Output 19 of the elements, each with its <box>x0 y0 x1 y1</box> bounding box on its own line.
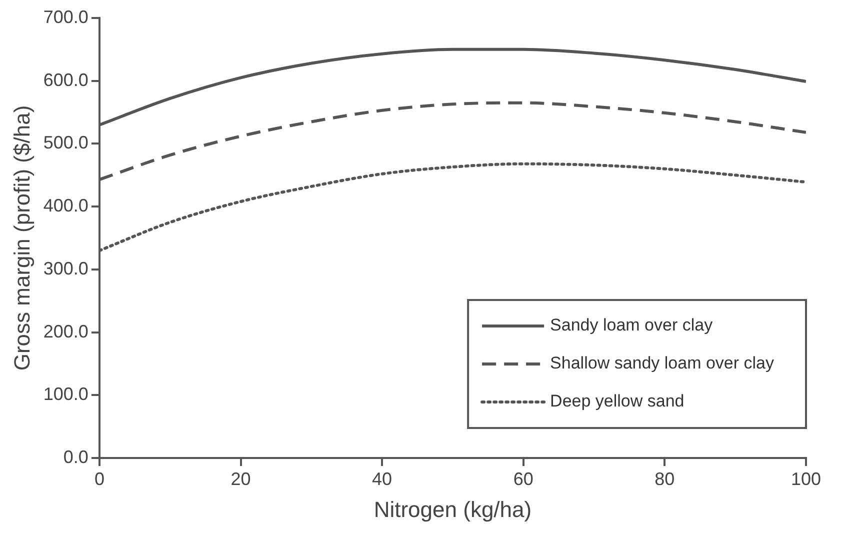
legend-label: Sandy loam over clay <box>550 316 714 335</box>
y-tick-label: 300.0 <box>43 258 88 278</box>
y-tick-label: 400.0 <box>43 196 88 216</box>
y-tick-label: 700.0 <box>43 6 88 27</box>
y-tick-label: 0.0 <box>63 446 88 467</box>
legend-label: Shallow sandy loam over clay <box>550 354 774 373</box>
x-tick-label: 60 <box>513 468 534 489</box>
x-axis-title: Nitrogen (kg/ha) <box>374 496 532 522</box>
y-tick-label: 500.0 <box>43 132 88 153</box>
x-tick-label: 20 <box>230 468 251 489</box>
x-tick-label: 40 <box>372 468 392 489</box>
legend-label: Deep yellow sand <box>550 392 684 411</box>
y-tick-label: 100.0 <box>43 384 88 404</box>
x-tick-label: 80 <box>654 468 675 489</box>
y-tick-label: 200.0 <box>43 321 88 342</box>
y-axis-title: Gross margin (profit) ($/ha) <box>9 105 34 371</box>
x-tick-label: 0 <box>94 468 104 489</box>
x-tick-label: 100 <box>790 468 822 489</box>
y-tick-label: 600.0 <box>43 70 88 90</box>
